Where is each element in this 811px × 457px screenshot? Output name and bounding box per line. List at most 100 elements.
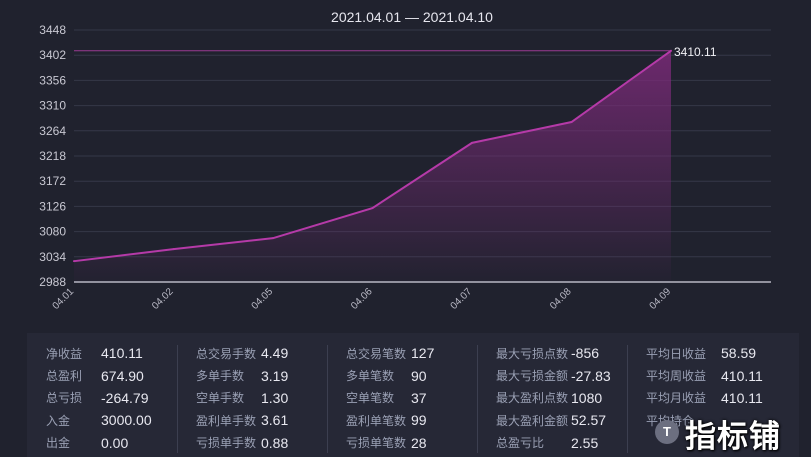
x-tick-label: 04.05	[250, 286, 276, 312]
y-tick-label: 3402	[39, 48, 66, 62]
stat-label: 最大亏损点数	[496, 346, 569, 361]
stat-label: 入金	[46, 413, 71, 428]
stat-label: 亏损单手数	[196, 436, 257, 451]
y-tick-label: 3172	[39, 174, 66, 188]
stat-value: 90	[411, 367, 427, 384]
data-point	[73, 260, 75, 263]
stat-row: 空单手数 1.30	[196, 387, 288, 409]
stat-value: 1080	[571, 389, 603, 406]
stat-row: 总交易手数 4.49	[196, 342, 288, 364]
column-divider	[177, 345, 178, 453]
column-divider	[477, 345, 478, 453]
stat-label: 最大盈利金额	[496, 413, 569, 428]
stat-value: 99	[411, 412, 427, 429]
stat-value: 410.11	[721, 389, 763, 406]
y-tick-label: 3356	[39, 73, 66, 87]
stats-column: 总交易笔数 127 多单笔数 90 空单笔数 37 盈利单笔数 99 亏损单笔数 28	[346, 342, 434, 454]
y-tick-label: 3218	[39, 149, 66, 163]
x-tick-label: 04.02	[150, 286, 176, 312]
y-axis-labels: 2988 3034 3080 3126 3172 3218 3264 3310 3356 3402…	[39, 23, 66, 289]
data-point	[272, 237, 274, 240]
stat-row: 平均日收益 58.59	[646, 342, 763, 364]
max-value-label: 3410.11	[674, 45, 717, 59]
stat-value: -264.79	[101, 389, 149, 406]
y-tick-label: 3310	[39, 99, 66, 113]
stat-label: 总交易笔数	[346, 346, 407, 361]
stat-row: 最大盈利金额 52.57	[496, 409, 611, 431]
stat-label: 盈利单笔数	[346, 413, 407, 428]
data-point	[172, 248, 175, 251]
watermark-logo: T 指标铺	[655, 407, 807, 457]
stat-label: 平均日收益	[646, 346, 707, 361]
column-divider	[627, 345, 628, 453]
stat-value: -856	[571, 345, 600, 362]
stat-label: 总盈利	[46, 369, 83, 384]
stat-value: 127	[411, 345, 435, 362]
stat-value: 410.11	[101, 345, 143, 362]
stat-value: 3.61	[261, 412, 289, 429]
stat-row: 盈利单笔数 99	[346, 409, 434, 431]
data-point	[570, 121, 573, 124]
y-tick-label: 3126	[39, 199, 66, 213]
chart-title: 2021.04.01 — 2021.04.10	[331, 9, 493, 25]
stat-row: 总盈利 674.90	[46, 364, 152, 386]
stat-row: 亏损单手数 0.88	[196, 432, 288, 454]
stat-label: 总交易手数	[196, 346, 257, 361]
stat-row: 平均周收益 410.11	[646, 364, 763, 386]
stat-row: 平均月收益 410.11	[646, 387, 763, 409]
stat-value: -27.83	[571, 367, 611, 384]
x-tick-label: 04.08	[548, 286, 574, 312]
stats-column: 总交易手数 4.49 多单手数 3.19 空单手数 1.30 盈利单手数 3.61 亏损单手数 0…	[196, 342, 288, 454]
y-tick-label: 3264	[39, 124, 66, 138]
stat-value: 0.00	[101, 434, 129, 451]
x-tick-label: 04.06	[349, 286, 375, 312]
stat-row: 净收益 410.11	[46, 342, 152, 364]
stats-column: 净收益 410.11 总盈利 674.90 总亏损 -264.79 入金 3000.00 出金 0…	[46, 342, 152, 454]
area-fill	[74, 50, 671, 283]
stat-label: 多单手数	[196, 369, 245, 384]
stat-label: 空单手数	[196, 391, 245, 406]
stat-row: 总交易笔数 127	[346, 342, 434, 364]
stat-label: 总盈亏比	[496, 436, 545, 451]
stat-value: 3000.00	[101, 412, 152, 429]
stat-value: 4.49	[261, 345, 289, 362]
stat-value: 37	[411, 389, 427, 406]
watermark-text: 指标铺	[685, 419, 781, 455]
stat-row: 出金 0.00	[46, 432, 152, 454]
stat-label: 净收益	[46, 346, 83, 361]
stats-column: 最大亏损点数 -856 最大亏损金额 -27.83 最大盈利点数 1080 最大盈利金额 52…	[496, 342, 611, 454]
stat-row: 多单手数 3.19	[196, 364, 288, 386]
stat-row: 多单笔数 90	[346, 364, 434, 386]
stat-label: 最大盈利点数	[496, 391, 569, 406]
x-tick-label: 04.09	[648, 286, 674, 312]
stat-row: 入金 3000.00	[46, 409, 152, 431]
column-divider	[327, 345, 328, 453]
stat-value: 52.57	[571, 412, 607, 429]
stat-value: 2.55	[571, 434, 599, 451]
y-tick-label: 3448	[39, 23, 66, 37]
stat-label: 最大亏损金额	[496, 369, 569, 384]
stat-value: 674.90	[101, 367, 144, 384]
stat-row: 最大盈利点数 1080	[496, 387, 611, 409]
stat-value: 28	[411, 434, 427, 451]
stat-label: 平均周收益	[646, 369, 707, 384]
stat-value: 3.19	[261, 367, 289, 384]
data-point	[670, 49, 672, 52]
stat-label: 空单笔数	[346, 391, 395, 406]
x-tick-label: 04.07	[449, 286, 475, 312]
stat-row: 亏损单笔数 28	[346, 432, 434, 454]
area-series: 3410.11	[73, 45, 717, 283]
data-point	[371, 207, 374, 210]
stat-label: 出金	[46, 436, 71, 451]
stat-value: 1.30	[261, 389, 289, 406]
stat-label: 多单笔数	[346, 369, 395, 384]
stat-row: 最大亏损金额 -27.83	[496, 364, 611, 386]
watermark-badge: T	[655, 420, 679, 444]
stat-value: 410.11	[721, 367, 763, 384]
y-tick-label: 2988	[39, 275, 66, 289]
stat-row: 盈利单手数 3.61	[196, 409, 288, 431]
stat-label: 总亏损	[46, 391, 83, 406]
x-tick-label: 04.01	[51, 286, 77, 312]
stat-label: 亏损单笔数	[346, 436, 407, 451]
stat-row: 总亏损 -264.79	[46, 387, 152, 409]
